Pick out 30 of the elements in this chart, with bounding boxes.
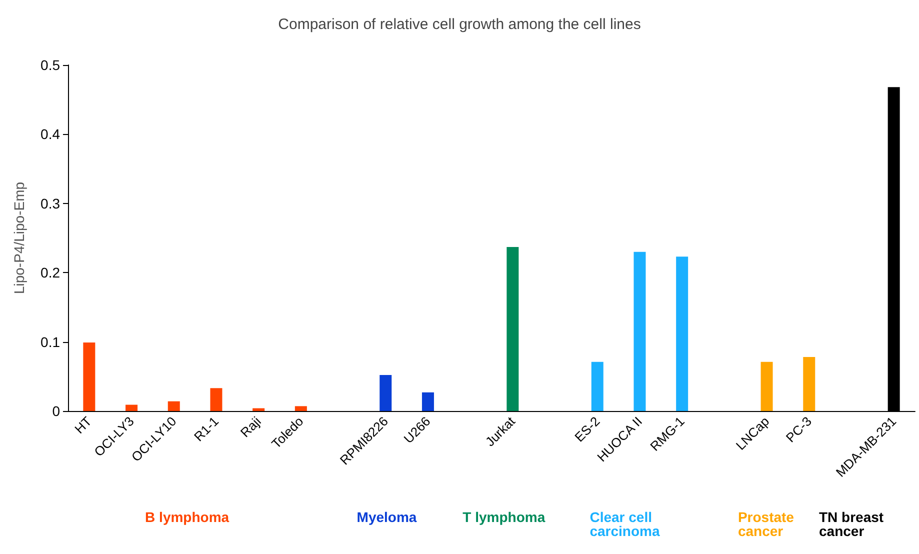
bar bbox=[422, 392, 434, 411]
text: B lymphoma bbox=[145, 509, 230, 525]
bar bbox=[210, 388, 222, 411]
y-tick-label: 0.1 bbox=[40, 334, 60, 350]
y-tick-label: 0.5 bbox=[40, 57, 60, 73]
bar bbox=[591, 362, 604, 411]
bar bbox=[803, 357, 816, 411]
chart-title: Comparison of relative cell growth among the cell lines bbox=[278, 16, 641, 33]
y-tick-label: 0 bbox=[52, 403, 60, 419]
text: T lymphoma bbox=[462, 509, 546, 525]
bar bbox=[168, 401, 180, 411]
bar bbox=[760, 362, 773, 411]
text: Prostate cancer bbox=[738, 509, 798, 539]
bar bbox=[294, 406, 307, 411]
x-tick-label: HT bbox=[72, 414, 95, 437]
y-tick-label: 0.2 bbox=[40, 264, 60, 281]
text: TN breast cancer bbox=[819, 509, 888, 539]
bar bbox=[252, 408, 265, 411]
x-tick-label: Raji bbox=[237, 414, 264, 440]
text: Clear cell carcinoma bbox=[590, 509, 660, 539]
bar bbox=[634, 252, 646, 411]
bar bbox=[506, 246, 519, 411]
y-tick-label: 0.4 bbox=[40, 126, 60, 142]
text: Myeloma bbox=[356, 509, 417, 525]
bar bbox=[676, 256, 688, 411]
y-axis-title: Lipo-P4/Lipo-Emp bbox=[11, 182, 27, 294]
bar bbox=[83, 342, 96, 411]
y-tick-label: 0.3 bbox=[40, 195, 60, 212]
bar bbox=[380, 375, 392, 411]
bar bbox=[126, 404, 138, 411]
